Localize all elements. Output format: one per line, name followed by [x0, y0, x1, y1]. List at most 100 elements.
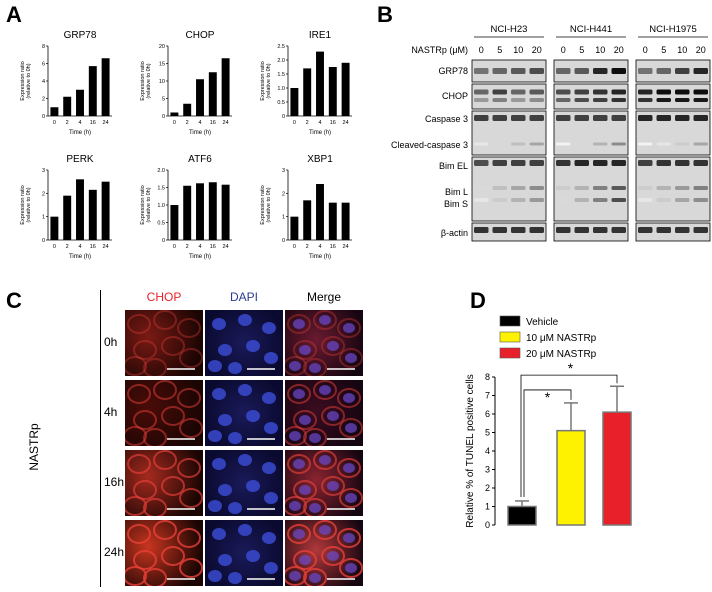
- nucleus: [343, 393, 355, 403]
- mini-chart-y-tick-label: 1: [42, 215, 45, 221]
- mini-chart-xlabel: Time (h): [309, 130, 331, 136]
- blot-row-label: Bim S: [444, 199, 468, 209]
- mini-chart-x-tick-label: 0: [173, 244, 176, 250]
- mini-chart-x-tick-label: 4: [198, 244, 201, 250]
- legend-label: Vehicle: [526, 317, 559, 328]
- mini-chart-y-tick-label: 1: [282, 215, 285, 221]
- nucleus: [246, 550, 260, 562]
- legend-swatch: [499, 347, 521, 359]
- blot-band: [511, 115, 526, 121]
- microscopy-cells: [208, 524, 278, 584]
- blot-band: [556, 160, 571, 166]
- blot-band: [611, 98, 626, 102]
- microscopy-cells: [125, 380, 203, 446]
- panel-label-a: A: [6, 2, 22, 27]
- blot-band: [511, 186, 526, 190]
- blot-band: [638, 227, 653, 233]
- blot-row-label: Cleaved-caspase 3: [391, 140, 468, 150]
- cell-outline: [303, 358, 327, 376]
- nucleus: [319, 315, 331, 325]
- nucleus: [262, 392, 276, 404]
- legend-label: 10 μM NASTRp: [526, 333, 597, 344]
- cell-outline: [153, 380, 177, 400]
- blot-band: [611, 227, 626, 233]
- nucleus: [327, 341, 339, 351]
- blot-band: [556, 98, 571, 102]
- nucleus: [246, 410, 260, 422]
- bar-grp78-0: [50, 107, 59, 116]
- cell-outline: [127, 454, 151, 474]
- mini-chart-x-tick-label: 16: [90, 244, 96, 250]
- blot-box: [635, 83, 711, 110]
- blot-band: [574, 198, 589, 202]
- nucleus: [262, 532, 276, 544]
- nucleus: [319, 385, 331, 395]
- cell-outline: [153, 310, 177, 330]
- blot-band: [656, 68, 671, 74]
- blot-band: [511, 227, 526, 233]
- blot-band: [511, 98, 526, 102]
- nucleus: [343, 463, 355, 473]
- bar-ire1-0: [290, 88, 299, 116]
- cell-outline: [143, 498, 167, 516]
- mini-chart-y-tick-label: 15: [159, 62, 165, 68]
- blot-box: [471, 83, 547, 110]
- blot-band: [574, 98, 589, 102]
- bar-atf6-0: [170, 205, 179, 240]
- microscopy-cells: [208, 384, 278, 444]
- cell-outline: [293, 410, 317, 430]
- mini-chart-ylabel: Expression ratio(relative to 0h): [140, 185, 152, 224]
- blot-band: [492, 115, 507, 121]
- nucleus: [299, 485, 311, 495]
- mini-chart-svg: PERK Expression ratio(relative to 0h) 0 1 2 3…: [20, 154, 112, 260]
- mini-chart-x-tick-label: 0: [293, 120, 296, 126]
- blot-band: [656, 227, 671, 233]
- mini-chart-grp78: GRP78 Expression ratio(relative to 0h) 0 2 4…: [10, 26, 130, 161]
- cell-outline: [287, 524, 311, 544]
- dose-label: 10: [677, 45, 687, 55]
- dose-label: 0: [561, 45, 566, 55]
- blot-band: [556, 227, 571, 233]
- blot-band: [611, 186, 626, 190]
- blot-band: [474, 89, 489, 95]
- significance-star: *: [545, 389, 551, 405]
- mini-chart-y-tick-label: 0: [282, 114, 285, 120]
- blot-box: [471, 59, 547, 83]
- bar-xbp1-16: [328, 202, 337, 240]
- panel-label-b: B: [377, 2, 393, 27]
- cell-outline: [125, 566, 147, 586]
- y-tick-label: 3: [485, 465, 490, 475]
- mini-chart-svg: IRE1 Expression ratio(relative to 0h) 0 0.5…: [260, 30, 352, 136]
- blot-band: [693, 98, 708, 102]
- cell-outline: [303, 428, 327, 446]
- blot-row-label: Bim EL: [439, 161, 468, 171]
- mini-chart-x-tick-label: 2: [66, 120, 69, 126]
- blot-band: [529, 142, 544, 146]
- bar-atf6-2: [183, 185, 192, 240]
- nucleus: [238, 384, 252, 396]
- blot-band: [611, 160, 626, 166]
- blot-band: [656, 198, 671, 202]
- cell-outline: [177, 458, 201, 478]
- blot-band: [556, 68, 571, 74]
- mini-chart-x-tick-label: 4: [318, 120, 321, 126]
- blot-band: [593, 98, 608, 102]
- blot-band: [474, 198, 489, 202]
- mini-chart-atf6: ATF6 Expression ratio(relative to 0h) 0 0.5…: [130, 150, 250, 285]
- microscopy-image-merge-24h: [285, 520, 363, 586]
- blot-box: [553, 222, 629, 242]
- cell-outline: [339, 348, 363, 368]
- mini-chart-y-tick-label: 1.0: [157, 203, 165, 209]
- cell-outline: [133, 340, 157, 360]
- blot-band: [529, 160, 544, 166]
- significance-bracket: [520, 374, 618, 497]
- blot-band: [638, 198, 653, 202]
- blot-band: [574, 186, 589, 190]
- dose-label: 20: [532, 45, 542, 55]
- blot-band: [656, 142, 671, 146]
- bar-perk-24: [101, 181, 110, 240]
- blot-band: [511, 160, 526, 166]
- mini-chart-y-tick-label: 1.5: [277, 72, 285, 78]
- panel-label-d: D: [470, 288, 486, 313]
- panel-b-western-blot: NCI-H23 0 5 10 20 NCI-H441 0 5 10 20 NCI-H1975 0 5 10…: [380, 20, 712, 260]
